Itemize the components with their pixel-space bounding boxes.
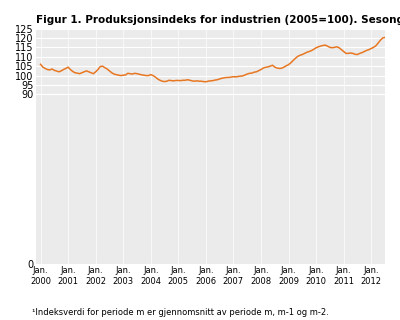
Text: Figur 1. Produksjonsindeks for industrien (2005=100). Sesongjustert¹: Figur 1. Produksjonsindeks for industrie… <box>36 15 400 25</box>
Text: ¹Indeksverdi for periode m er gjennomsnitt av periode m, m-1 og m-2.: ¹Indeksverdi for periode m er gjennomsni… <box>32 308 329 317</box>
